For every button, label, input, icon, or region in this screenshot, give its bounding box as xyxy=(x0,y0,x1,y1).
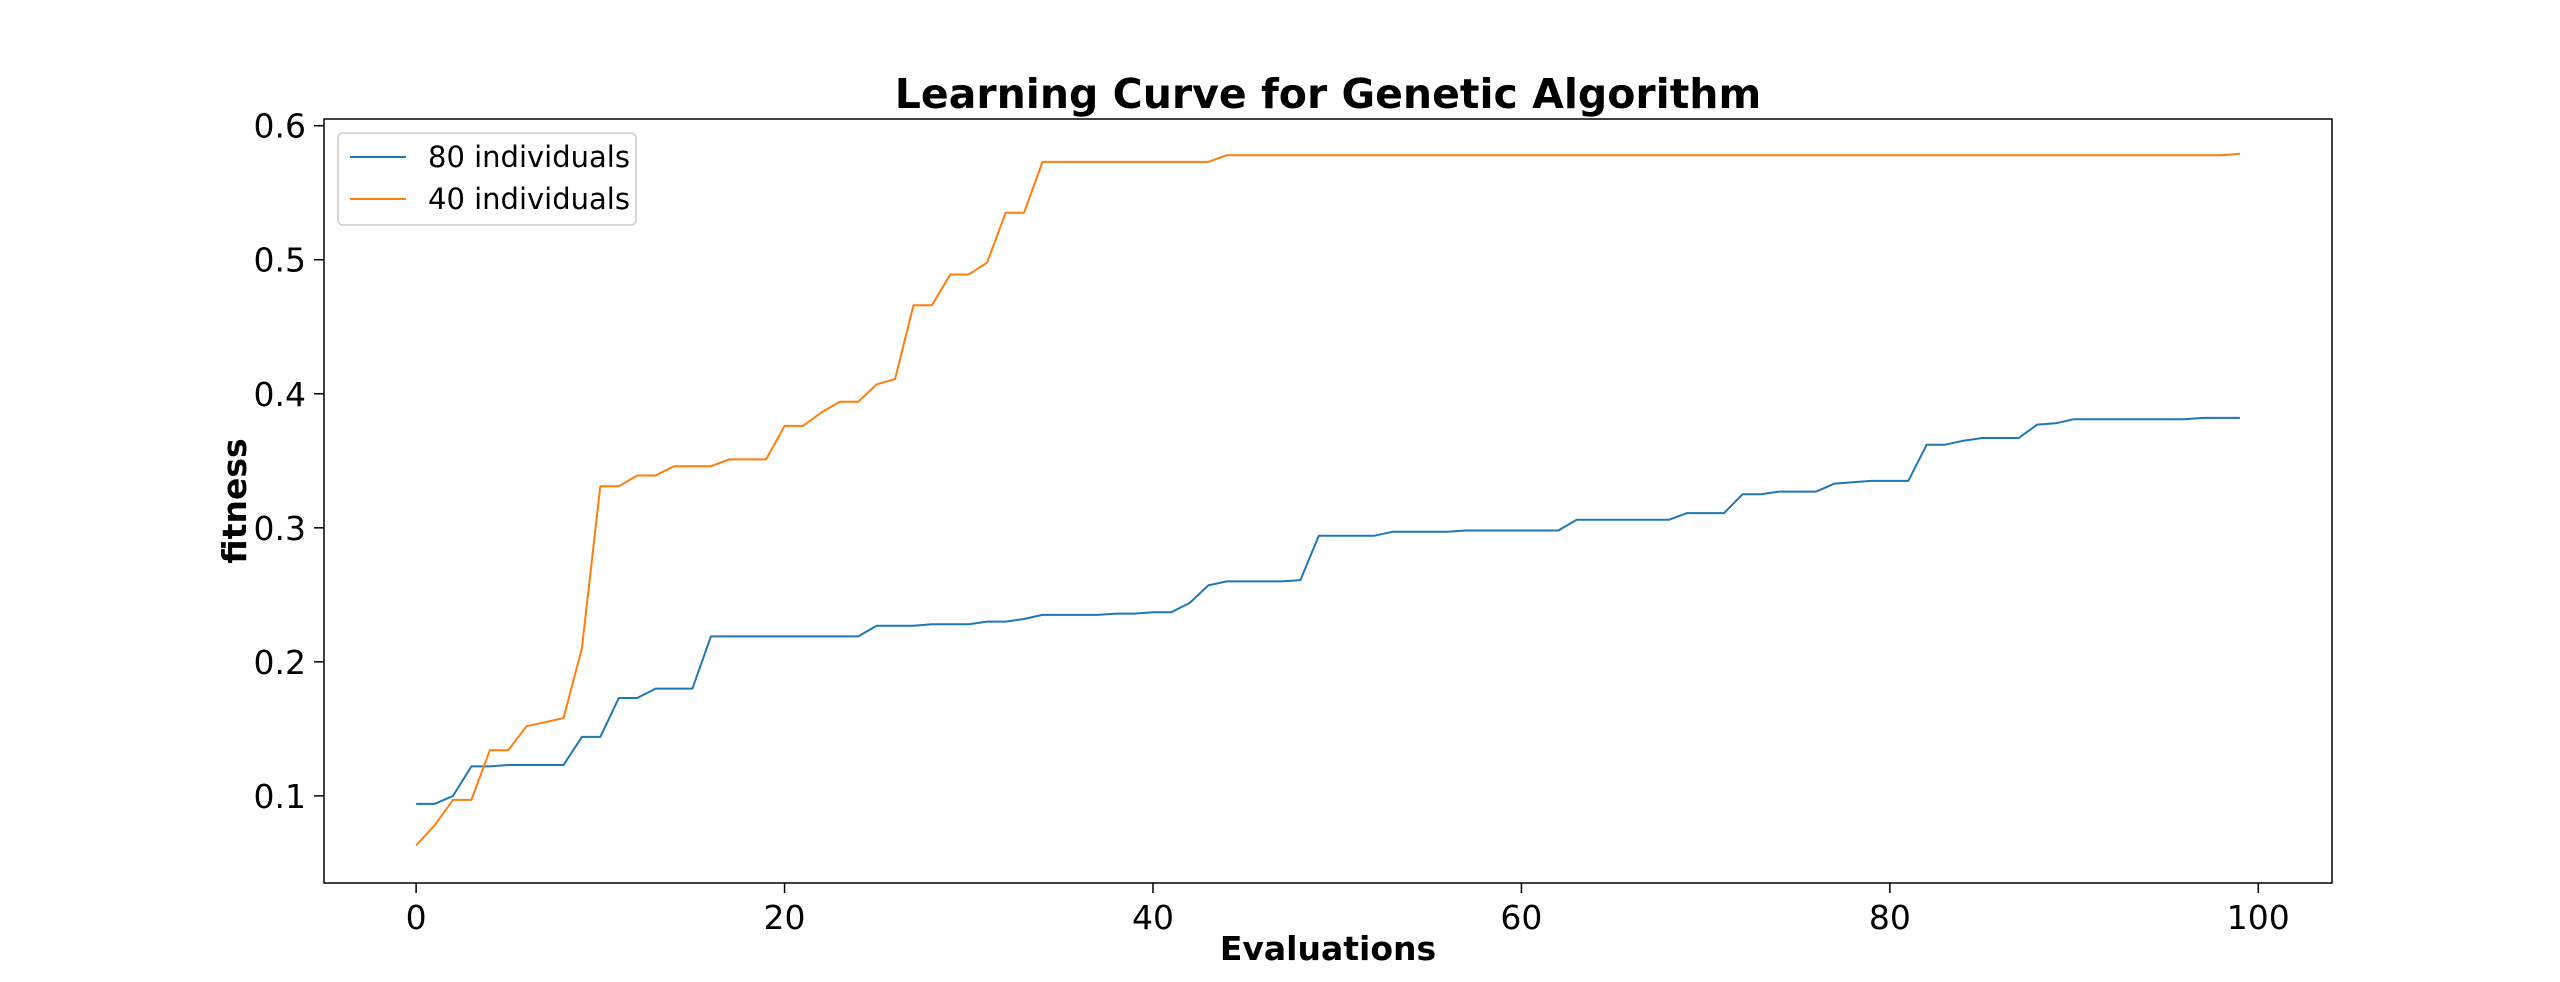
x-axis: 0 20 40 60 80 100 xyxy=(406,883,2290,937)
series-lines xyxy=(415,152,2240,847)
y-axis: 0.1 0.2 0.3 0.4 0.5 0.6 xyxy=(254,107,324,816)
x-tick-label: 20 xyxy=(764,898,806,937)
legend-label-80-individuals: 80 individuals xyxy=(428,140,630,174)
y-tick-label: 0.3 xyxy=(254,509,306,548)
series-line-40-individuals xyxy=(415,152,2240,847)
series-line-80-individuals xyxy=(416,416,2240,805)
y-tick-label: 0.4 xyxy=(254,375,306,414)
y-tick-label: 0.1 xyxy=(254,777,306,816)
x-tick-label: 0 xyxy=(406,898,427,937)
x-tick-label: 80 xyxy=(1869,898,1911,937)
y-tick-label: 0.5 xyxy=(254,241,306,280)
legend-label-40-individuals: 40 individuals xyxy=(428,182,630,216)
legend: 80 individuals 40 individuals xyxy=(337,132,637,226)
x-tick-label: 60 xyxy=(1500,898,1542,937)
x-axis-label: Evaluations xyxy=(1220,929,1436,968)
chart-title: Learning Curve for Genetic Algorithm xyxy=(895,70,1761,118)
plot-area-frame xyxy=(323,118,2333,884)
legend-box xyxy=(337,132,637,226)
y-axis-label: fitness xyxy=(215,438,254,563)
x-tick-label: 100 xyxy=(2227,898,2290,937)
x-tick-label: 40 xyxy=(1132,898,1174,937)
y-tick-label: 0.6 xyxy=(254,107,306,146)
y-tick-label: 0.2 xyxy=(254,643,306,682)
